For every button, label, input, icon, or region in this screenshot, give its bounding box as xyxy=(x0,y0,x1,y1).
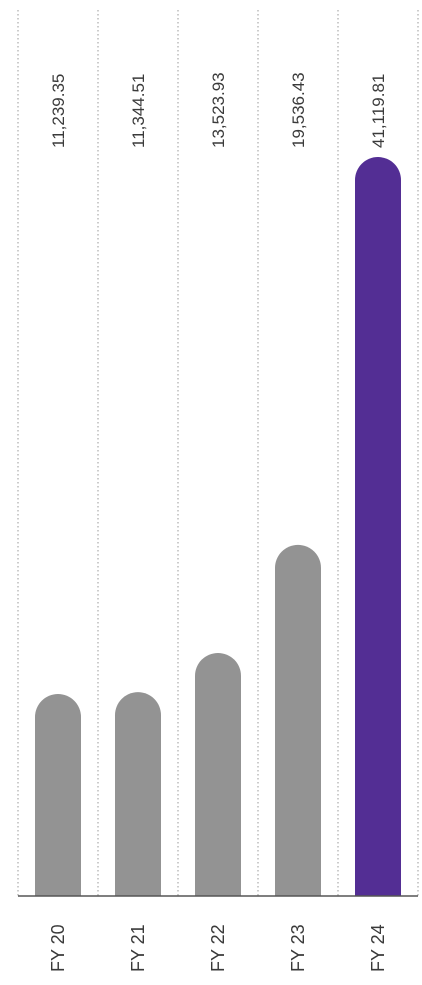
category-label: FY 24 xyxy=(368,924,388,972)
value-label: 11,239.35 xyxy=(49,74,68,148)
category-labels: FY 20 FY 21 FY 22 FY 23 FY 24 xyxy=(48,924,388,972)
category-label: FY 23 xyxy=(288,924,308,972)
category-label: FY 21 xyxy=(128,924,148,972)
bars xyxy=(35,157,401,896)
bar-fy-24 xyxy=(355,157,401,896)
bar-fy-22 xyxy=(195,652,241,896)
value-label: 11,344.51 xyxy=(129,74,148,148)
bar-fy-21 xyxy=(115,692,161,896)
bar-fy-20 xyxy=(35,694,81,896)
value-label: 41,119.81 xyxy=(369,74,388,148)
category-label: FY 20 xyxy=(48,924,68,972)
value-labels: 11,239.35 11,344.51 13,523.93 19,536.43 41,1… xyxy=(49,72,388,148)
value-label: 13,523.93 xyxy=(209,72,228,148)
value-label: 19,536.43 xyxy=(289,72,308,148)
category-label: FY 22 xyxy=(208,924,228,972)
bar-fy-23 xyxy=(275,544,321,896)
